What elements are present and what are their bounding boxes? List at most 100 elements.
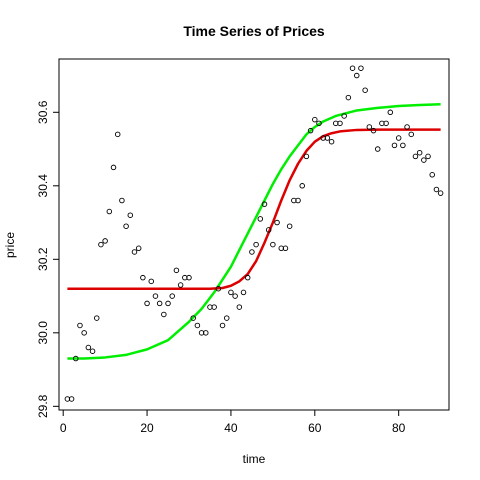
data-point xyxy=(437,190,444,196)
data-point xyxy=(383,120,389,127)
data-point xyxy=(194,322,201,329)
data-point xyxy=(106,208,113,215)
data-point xyxy=(307,127,314,134)
data-point xyxy=(349,65,356,71)
data-point xyxy=(295,197,301,204)
data-point xyxy=(345,94,352,101)
y-tick-label: 30.6 xyxy=(36,100,50,124)
data-point xyxy=(341,113,347,119)
data-point xyxy=(286,223,293,229)
data-point xyxy=(429,172,435,178)
data-points xyxy=(64,65,444,402)
data-point xyxy=(93,315,100,321)
data-point xyxy=(73,355,79,362)
fitted-curves xyxy=(67,102,441,360)
y-tick-label: 30.4 xyxy=(36,174,50,198)
data-point xyxy=(244,274,251,281)
x-tick-label: 20 xyxy=(140,421,154,435)
data-point xyxy=(337,120,343,127)
data-point xyxy=(236,304,243,310)
data-point xyxy=(374,146,381,152)
data-point xyxy=(114,131,121,138)
data-point xyxy=(156,300,163,307)
y-axis-label: price xyxy=(3,232,17,258)
data-point xyxy=(257,216,264,222)
data-point xyxy=(77,322,83,329)
data-point xyxy=(127,212,134,218)
data-point xyxy=(144,300,150,307)
x-tick-label: 40 xyxy=(224,421,238,435)
data-point xyxy=(400,142,406,149)
data-point xyxy=(425,153,431,160)
data-point xyxy=(152,293,159,299)
data-point xyxy=(395,135,402,141)
data-point xyxy=(110,164,117,171)
data-point xyxy=(312,116,318,123)
data-point xyxy=(240,289,247,296)
data-point xyxy=(89,348,96,354)
fit-curve-2 xyxy=(67,128,441,290)
data-point xyxy=(165,300,171,307)
y-tick-label: 30.2 xyxy=(36,247,50,271)
data-point xyxy=(131,249,138,255)
data-point xyxy=(324,135,331,141)
x-tick-label: 0 xyxy=(60,421,67,435)
data-point xyxy=(81,330,87,336)
plot-frame xyxy=(58,58,450,411)
data-point xyxy=(85,344,92,351)
y-tick-label: 30.0 xyxy=(36,321,50,345)
data-point xyxy=(177,282,184,288)
data-point xyxy=(148,278,155,285)
data-point xyxy=(358,65,364,71)
data-point xyxy=(173,267,180,274)
data-point xyxy=(270,241,276,248)
data-point xyxy=(232,293,238,299)
data-point xyxy=(416,149,423,156)
data-point xyxy=(433,186,440,193)
data-point xyxy=(215,285,222,292)
data-point xyxy=(119,197,125,204)
data-point xyxy=(421,157,427,163)
data-point xyxy=(353,72,360,79)
data-point xyxy=(370,127,377,134)
data-point xyxy=(412,153,419,160)
data-point xyxy=(253,241,259,248)
data-point xyxy=(123,223,129,229)
data-point xyxy=(408,131,415,138)
x-tick-label: 80 xyxy=(392,421,406,435)
y-axis: 29.8 30.0 30.2 30.4 30.6 xyxy=(36,100,59,418)
data-point xyxy=(135,245,142,252)
data-point xyxy=(387,109,394,116)
data-point xyxy=(282,245,289,252)
x-axis: 0 20 40 60 80 xyxy=(60,410,406,435)
y-tick-label: 29.8 xyxy=(36,394,50,418)
data-point xyxy=(219,322,226,329)
fit-curve-1 xyxy=(67,102,441,360)
data-point xyxy=(203,330,209,336)
x-tick-label: 60 xyxy=(308,421,322,435)
data-point xyxy=(265,227,272,233)
chart-title: Time Series of Prices xyxy=(183,23,325,39)
data-point xyxy=(68,396,75,402)
data-point xyxy=(228,289,234,296)
data-point xyxy=(169,293,175,299)
data-point xyxy=(98,241,104,248)
data-point xyxy=(366,124,373,130)
data-point xyxy=(303,153,310,160)
data-point xyxy=(161,311,167,318)
data-point xyxy=(186,274,192,281)
data-point xyxy=(362,87,368,93)
data-point xyxy=(404,124,410,130)
data-point xyxy=(140,274,146,281)
data-point xyxy=(190,315,196,321)
data-point xyxy=(299,183,305,189)
data-point xyxy=(102,238,108,244)
x-axis-label: time xyxy=(243,452,266,466)
data-point xyxy=(211,304,217,310)
data-point xyxy=(391,142,398,149)
data-point xyxy=(316,120,322,127)
data-point xyxy=(261,201,268,207)
data-point xyxy=(328,138,335,145)
data-point xyxy=(274,219,280,226)
